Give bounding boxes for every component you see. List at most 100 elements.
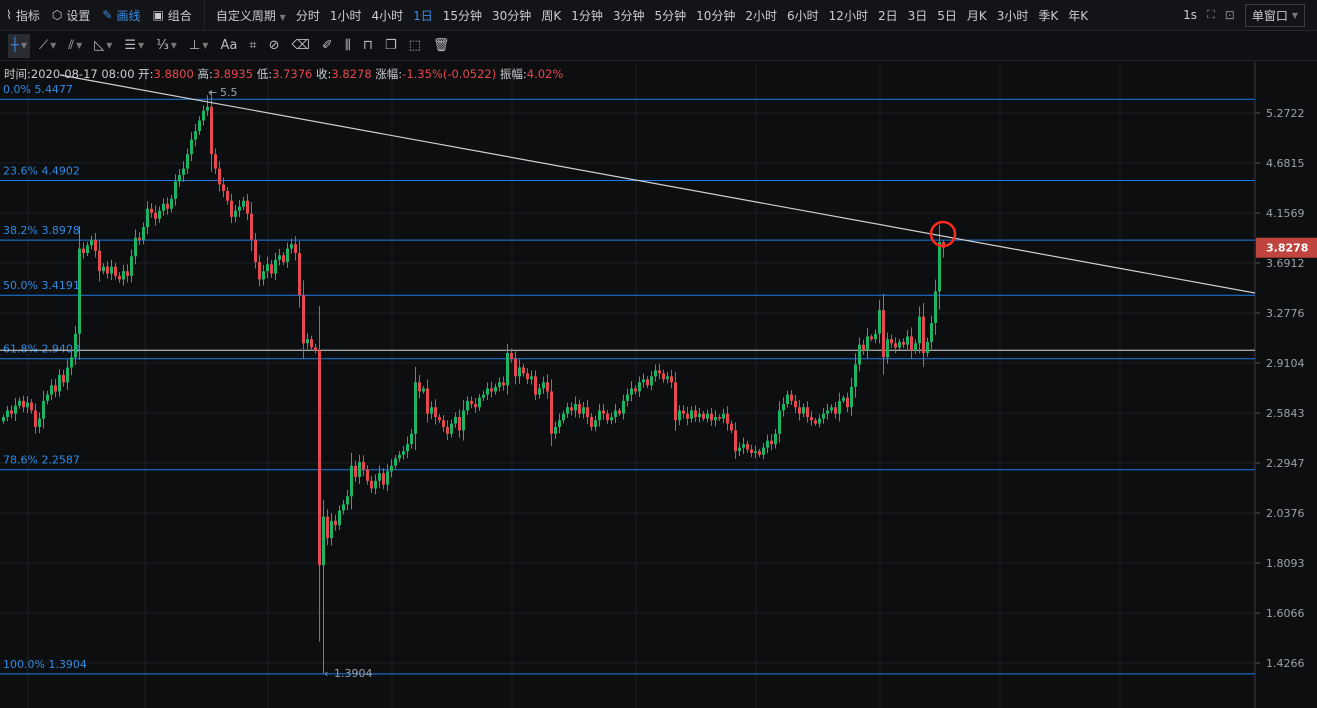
candle-body[interactable] <box>194 131 197 140</box>
candle-body[interactable] <box>886 339 889 358</box>
candle-body[interactable] <box>730 423 733 431</box>
candle-body[interactable] <box>334 520 337 526</box>
candle-body[interactable] <box>702 413 705 419</box>
candle-body[interactable] <box>710 413 713 421</box>
candle-body[interactable] <box>90 239 93 246</box>
period-tab[interactable]: 1分钟 <box>571 8 603 23</box>
period-tab[interactable]: 15分钟 <box>442 8 483 23</box>
trash-tool[interactable]: 🗑 <box>430 34 453 58</box>
candle-body[interactable] <box>34 410 37 427</box>
candle-body[interactable] <box>862 344 865 351</box>
candle-body[interactable] <box>934 291 937 324</box>
period-tab[interactable]: 4小时 <box>371 8 404 23</box>
period-tab[interactable]: 月K <box>966 8 987 23</box>
period-tab[interactable]: 2小时 <box>745 8 778 23</box>
candle-body[interactable] <box>278 255 281 260</box>
candle-body[interactable] <box>14 405 17 414</box>
candle-body[interactable] <box>758 451 761 455</box>
candle-body[interactable] <box>734 430 737 452</box>
candle-body[interactable] <box>70 357 73 368</box>
candle-body[interactable] <box>342 504 345 511</box>
candle-body[interactable] <box>246 200 249 214</box>
eraser-tool[interactable]: ⌫ <box>289 34 313 58</box>
candle-body[interactable] <box>770 440 773 445</box>
candle-body[interactable] <box>670 376 673 383</box>
candle-body[interactable] <box>418 382 421 392</box>
candle-body[interactable] <box>750 449 753 454</box>
candle-body[interactable] <box>634 388 637 392</box>
candle-body[interactable] <box>386 471 389 485</box>
candle-body[interactable] <box>822 413 825 419</box>
candle-body[interactable] <box>314 347 317 351</box>
candle-body[interactable] <box>38 418 41 427</box>
candle-body[interactable] <box>870 336 873 340</box>
period-tab[interactable]: 年K <box>1068 8 1089 23</box>
candle-body[interactable] <box>446 426 449 434</box>
candle-body[interactable] <box>658 370 661 374</box>
period-tab[interactable]: 分时 <box>295 8 320 23</box>
candle-body[interactable] <box>242 200 245 207</box>
candle-body[interactable] <box>302 295 305 344</box>
candle-body[interactable] <box>22 400 25 408</box>
candle-body[interactable] <box>570 407 573 411</box>
candle-body[interactable] <box>238 206 241 211</box>
candle-body[interactable] <box>470 400 473 405</box>
window-mode-select[interactable]: 单窗口 ▼ <box>1244 3 1305 27</box>
candle-body[interactable] <box>742 444 745 448</box>
candle-body[interactable] <box>114 266 117 276</box>
candle-body[interactable] <box>478 397 481 408</box>
candle-body[interactable] <box>794 400 797 408</box>
candle-body[interactable] <box>266 264 269 272</box>
candle-body[interactable] <box>218 168 221 185</box>
period-tab[interactable]: 3分钟 <box>612 8 645 23</box>
candle-body[interactable] <box>610 417 613 421</box>
candle-body[interactable] <box>786 394 789 405</box>
candle-body[interactable] <box>170 198 173 209</box>
candle-body[interactable] <box>94 239 97 251</box>
top-button-2[interactable]: ✎ 画线 <box>96 7 146 24</box>
candle-body[interactable] <box>10 410 13 414</box>
candle-body[interactable] <box>894 343 897 348</box>
candle-body[interactable] <box>898 341 901 348</box>
candle-body[interactable] <box>162 203 165 211</box>
candle-body[interactable] <box>630 388 633 395</box>
candle-body[interactable] <box>846 397 849 408</box>
candle-body[interactable] <box>318 350 321 566</box>
candle-body[interactable] <box>494 386 497 392</box>
candles-tool[interactable]: ⫼ <box>342 34 354 58</box>
candle-body[interactable] <box>74 333 77 358</box>
candle-body[interactable] <box>262 271 265 280</box>
candle-body[interactable] <box>914 343 917 351</box>
candle-body[interactable] <box>462 410 465 431</box>
candle-body[interactable] <box>838 400 841 414</box>
candle-body[interactable] <box>290 244 293 249</box>
candle-body[interactable] <box>102 266 105 272</box>
candle-body[interactable] <box>542 382 545 389</box>
candle-body[interactable] <box>106 266 109 274</box>
candle-body[interactable] <box>834 407 837 414</box>
top-button-1[interactable]: ⬡ 设置 <box>46 7 97 24</box>
candle-body[interactable] <box>530 376 533 380</box>
candle-body[interactable] <box>682 410 685 414</box>
candle-body[interactable] <box>814 420 817 424</box>
candle-body[interactable] <box>126 271 129 276</box>
candle-body[interactable] <box>326 516 329 539</box>
candle-body[interactable] <box>18 400 21 406</box>
candle-body[interactable] <box>174 181 177 199</box>
candle-body[interactable] <box>518 367 521 377</box>
candle-body[interactable] <box>122 271 125 280</box>
candle-body[interactable] <box>674 382 677 421</box>
candle-body[interactable] <box>322 516 325 566</box>
candle-body[interactable] <box>502 382 505 386</box>
candle-body[interactable] <box>810 417 813 421</box>
candle-body[interactable] <box>414 382 417 434</box>
period-tab[interactable]: 周K <box>541 8 562 23</box>
candle-body[interactable] <box>510 353 513 359</box>
candle-body[interactable] <box>118 275 121 280</box>
candle-body[interactable] <box>490 388 493 392</box>
candle-body[interactable] <box>622 400 625 414</box>
top-button-0[interactable]: ⌇ 指标 <box>0 7 46 24</box>
candle-body[interactable] <box>406 444 409 452</box>
candle-body[interactable] <box>254 239 257 263</box>
candle-body[interactable] <box>274 259 277 274</box>
